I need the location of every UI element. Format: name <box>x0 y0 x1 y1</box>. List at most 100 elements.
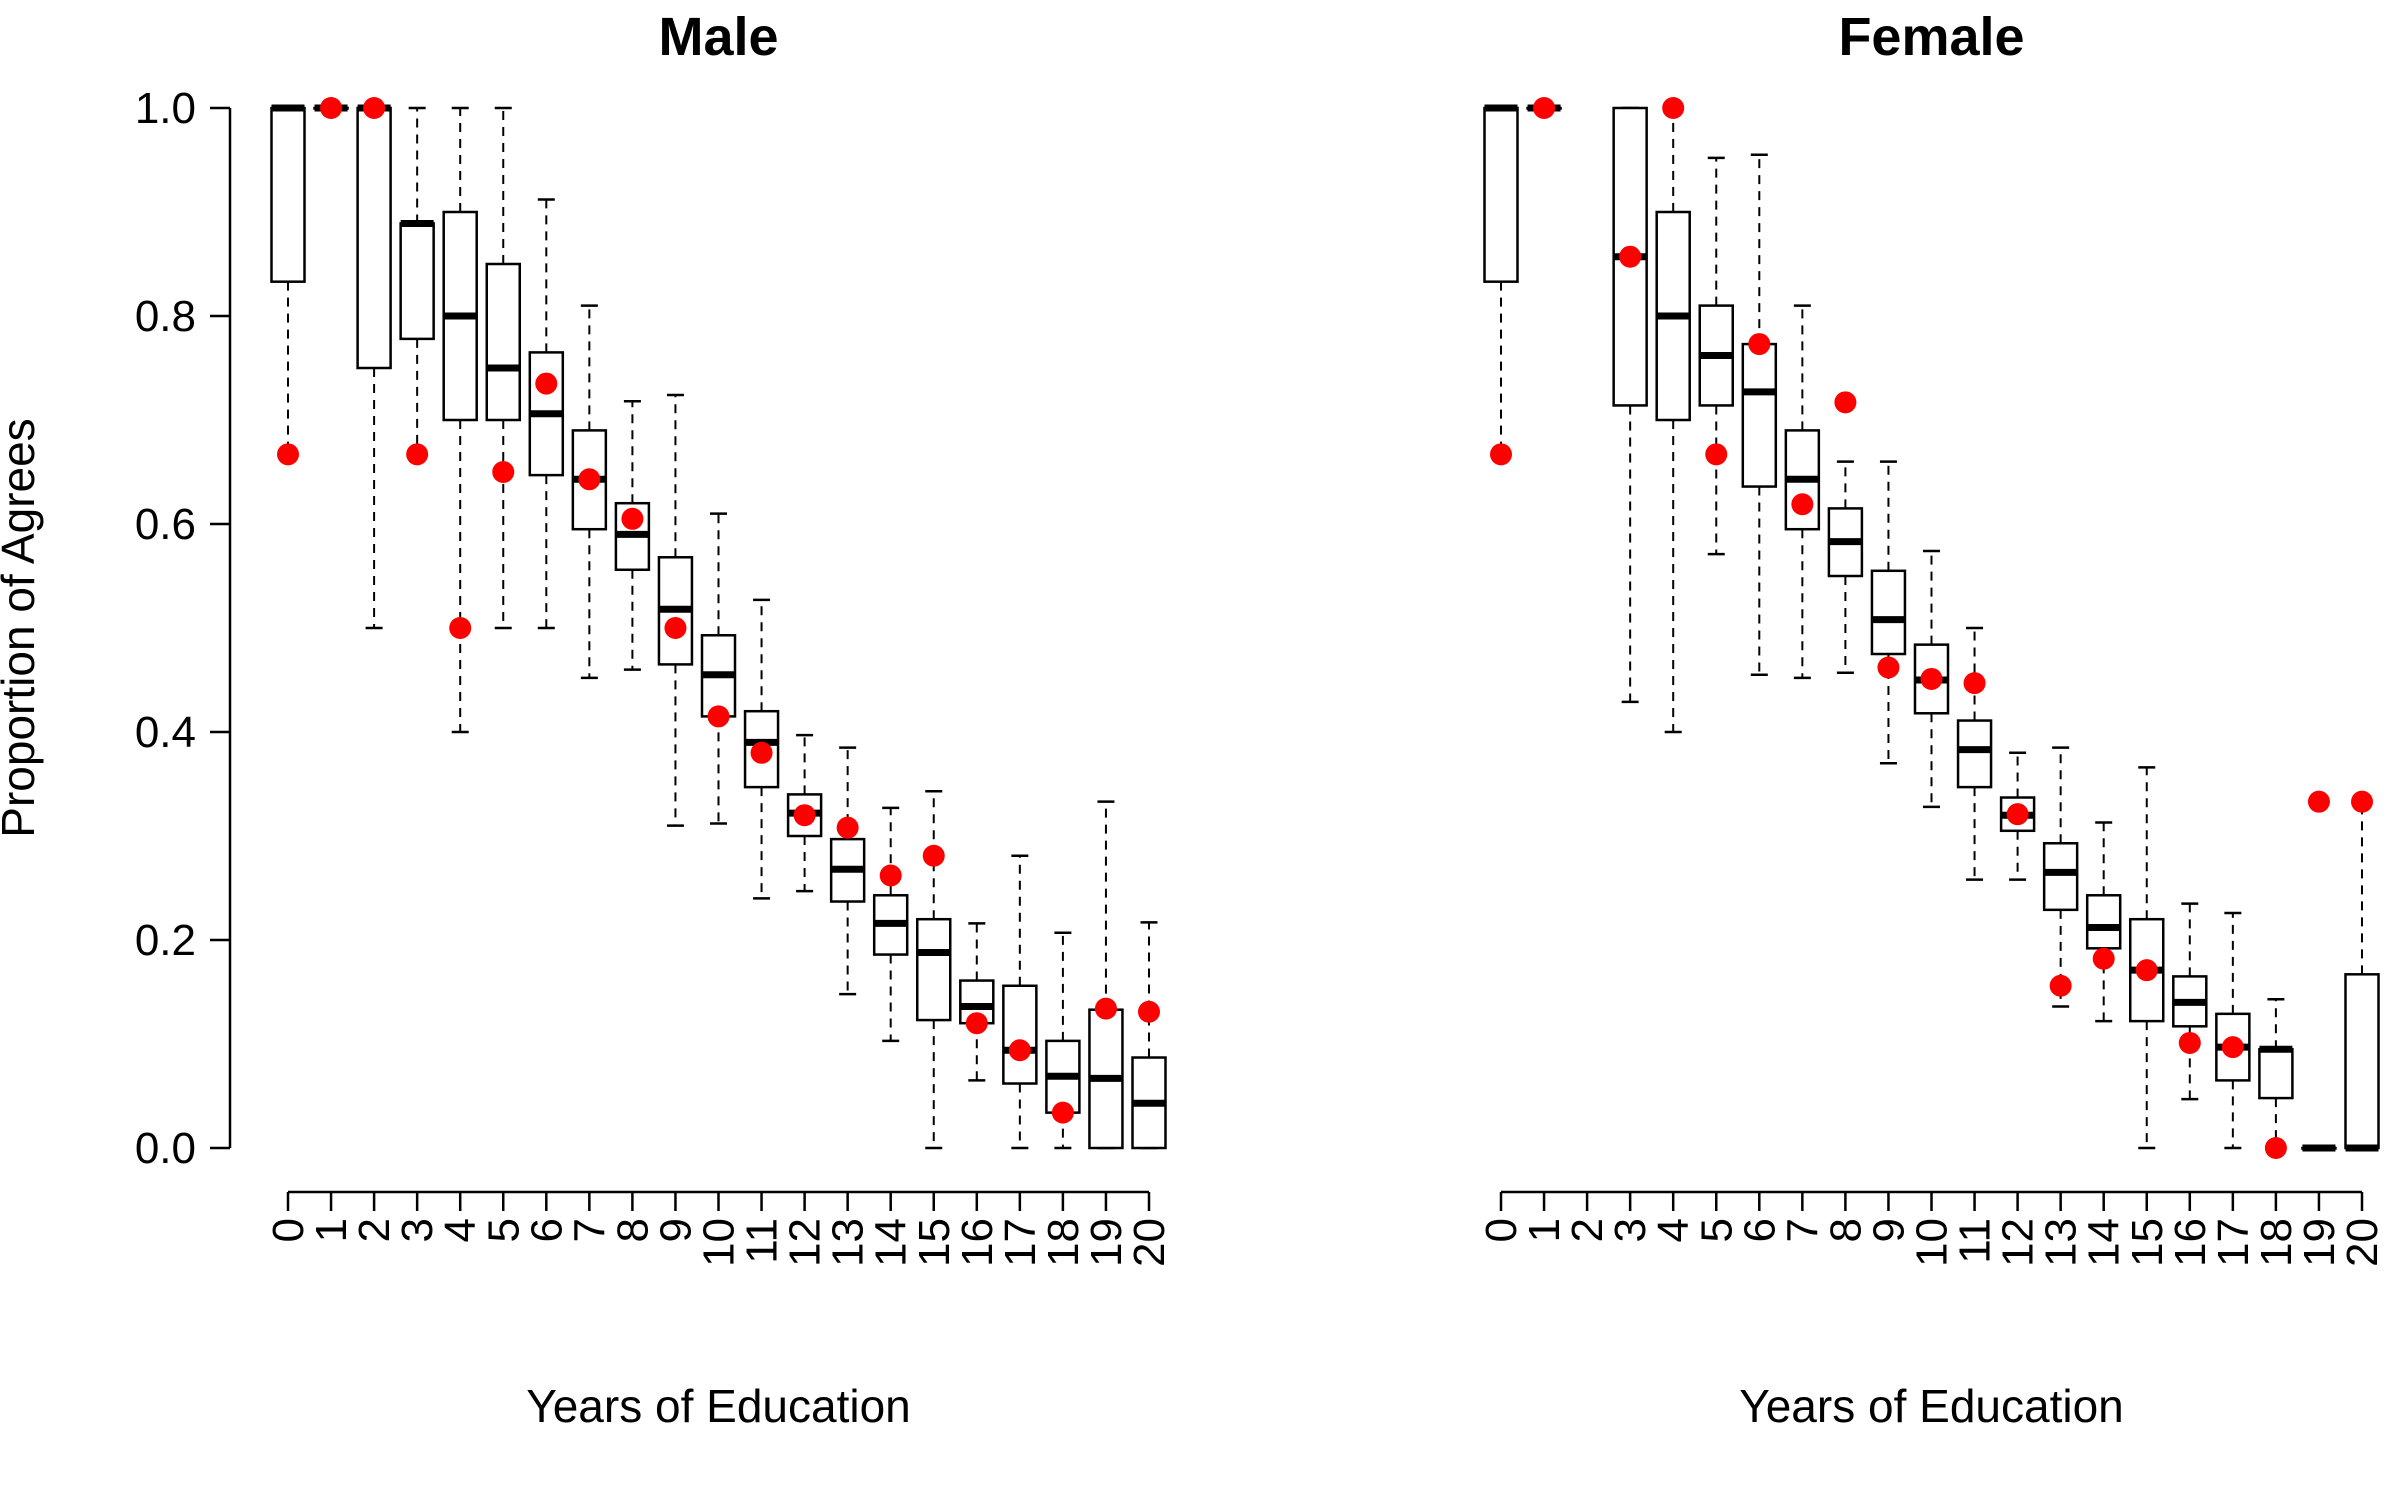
male-x-tick-label: 1 <box>307 1218 356 1242</box>
male-panel-title: Male <box>658 7 778 67</box>
female-point-9 <box>1877 656 1900 679</box>
male-point-7 <box>578 468 601 491</box>
iqr-box <box>1741 342 1778 488</box>
male-box-6 <box>528 198 565 630</box>
female-point-8 <box>1834 391 1857 414</box>
female-x-tick-label: 3 <box>1606 1218 1655 1242</box>
female-point-1 <box>1533 97 1556 119</box>
male-box-13 <box>829 746 866 996</box>
female-x-axis-label: Years of Education <box>1739 1380 2123 1432</box>
female-point-11 <box>1963 672 1986 695</box>
iqr-box <box>2344 973 2380 1150</box>
male-point-18 <box>1051 1101 1074 1124</box>
female-box-13 <box>2042 746 2079 1008</box>
female-x-tick-label: 11 <box>1951 1218 2000 1264</box>
male-x-tick-label: 15 <box>910 1218 959 1267</box>
male-x-tick-label: 17 <box>996 1218 1045 1267</box>
male-y-tick-label: 0.0 <box>135 1124 196 1173</box>
male-point-5 <box>492 461 515 483</box>
male-y-axis-label: Proportion of Agrees <box>0 418 44 837</box>
male-box-5 <box>485 106 521 630</box>
female-point-4 <box>1662 97 1685 119</box>
male-point-0 <box>277 443 299 466</box>
female-x-tick-label: 20 <box>2338 1218 2387 1267</box>
female-point-16 <box>2178 1031 2201 1054</box>
male-box-9 <box>657 393 694 827</box>
female-point-5 <box>1705 443 1728 466</box>
iqr-box <box>356 106 392 370</box>
male-x-tick-label: 6 <box>522 1218 571 1242</box>
female-box-4 <box>1655 106 1691 734</box>
male-x-tick-label: 18 <box>1039 1218 1088 1267</box>
female-point-0 <box>1490 443 1512 466</box>
female-box-18 <box>2258 998 2294 1150</box>
female-box-0 <box>1483 104 1519 456</box>
female-x-tick-label: 2 <box>1563 1218 1612 1242</box>
male-y-tick-label: 0.6 <box>135 500 196 549</box>
female-panel-title: Female <box>1838 7 2024 67</box>
male-point-3 <box>406 443 429 466</box>
female-x-tick-label: 16 <box>2166 1218 2215 1267</box>
female-point-19 <box>2307 790 2330 813</box>
male-x-tick-label: 10 <box>695 1218 744 1267</box>
male-point-9 <box>664 617 687 639</box>
male-point-10 <box>707 705 730 728</box>
male-y-tick-label: 0.2 <box>135 916 196 965</box>
male-panel: Male Proportion of Agrees Years of Educa… <box>0 7 1174 1432</box>
iqr-box <box>1002 984 1038 1085</box>
female-x-tick-label: 14 <box>2080 1218 2129 1267</box>
male-box-10 <box>700 512 737 825</box>
male-point-13 <box>836 816 859 839</box>
female-point-18 <box>2264 1137 2287 1159</box>
iqr-box <box>399 222 435 341</box>
male-x-axis-label: Years of Education <box>526 1380 910 1432</box>
female-x-tick-label: 8 <box>1821 1218 1870 1242</box>
female-point-12 <box>2006 803 2029 826</box>
male-point-15 <box>922 844 945 867</box>
female-point-14 <box>2092 947 2115 970</box>
male-box-8 <box>614 400 651 671</box>
male-x-tick-label: 12 <box>781 1218 830 1267</box>
iqr-box <box>270 106 306 283</box>
female-x-tick-label: 10 <box>1908 1218 1957 1267</box>
male-box-14 <box>872 806 909 1043</box>
male-box-19 <box>1088 800 1124 1150</box>
male-y-tick-label: 0.8 <box>135 292 196 341</box>
female-box-6 <box>1741 153 1778 677</box>
male-point-17 <box>1008 1039 1031 1062</box>
male-x-tick-label: 2 <box>350 1218 399 1242</box>
female-x-tick-label: 18 <box>2252 1218 2301 1267</box>
male-x-tick-label: 20 <box>1125 1218 1174 1267</box>
female-point-3 <box>1619 245 1642 268</box>
female-box-7 <box>1784 304 1821 680</box>
iqr-box <box>2258 1047 2294 1100</box>
female-box-20 <box>2344 800 2380 1152</box>
male-box-3 <box>399 106 435 456</box>
iqr-box <box>2085 894 2122 950</box>
male-box-17 <box>1002 854 1038 1150</box>
female-point-20 <box>2351 790 2373 813</box>
female-box-19 <box>2301 1144 2337 1152</box>
male-point-8 <box>621 507 644 530</box>
male-point-14 <box>879 864 902 887</box>
male-x-tick-label: 3 <box>393 1218 442 1242</box>
iqr-box <box>485 262 521 422</box>
male-x-tick-label: 0 <box>264 1218 313 1242</box>
male-box-20 <box>1131 921 1167 1150</box>
female-box-17 <box>2215 911 2251 1150</box>
male-x-tick-label: 4 <box>436 1218 485 1242</box>
female-point-10 <box>1920 667 1943 690</box>
male-box-18 <box>1045 931 1081 1150</box>
iqr-box <box>916 917 952 1022</box>
male-x-tick-label: 11 <box>738 1218 787 1264</box>
female-box-8 <box>1827 460 1864 674</box>
male-box-4 <box>442 106 478 734</box>
female-x-tick-label: 0 <box>1477 1218 1526 1242</box>
female-panel: Female Years of Education 01234567891011… <box>1477 7 2387 1432</box>
female-box-9 <box>1870 460 1907 765</box>
female-box-5 <box>1698 156 1734 556</box>
male-point-12 <box>793 804 816 827</box>
iqr-box <box>1483 106 1519 283</box>
